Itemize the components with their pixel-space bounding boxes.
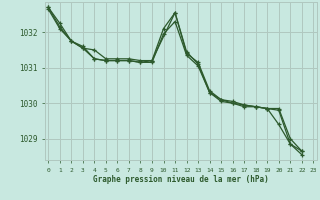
X-axis label: Graphe pression niveau de la mer (hPa): Graphe pression niveau de la mer (hPa) (93, 175, 269, 184)
